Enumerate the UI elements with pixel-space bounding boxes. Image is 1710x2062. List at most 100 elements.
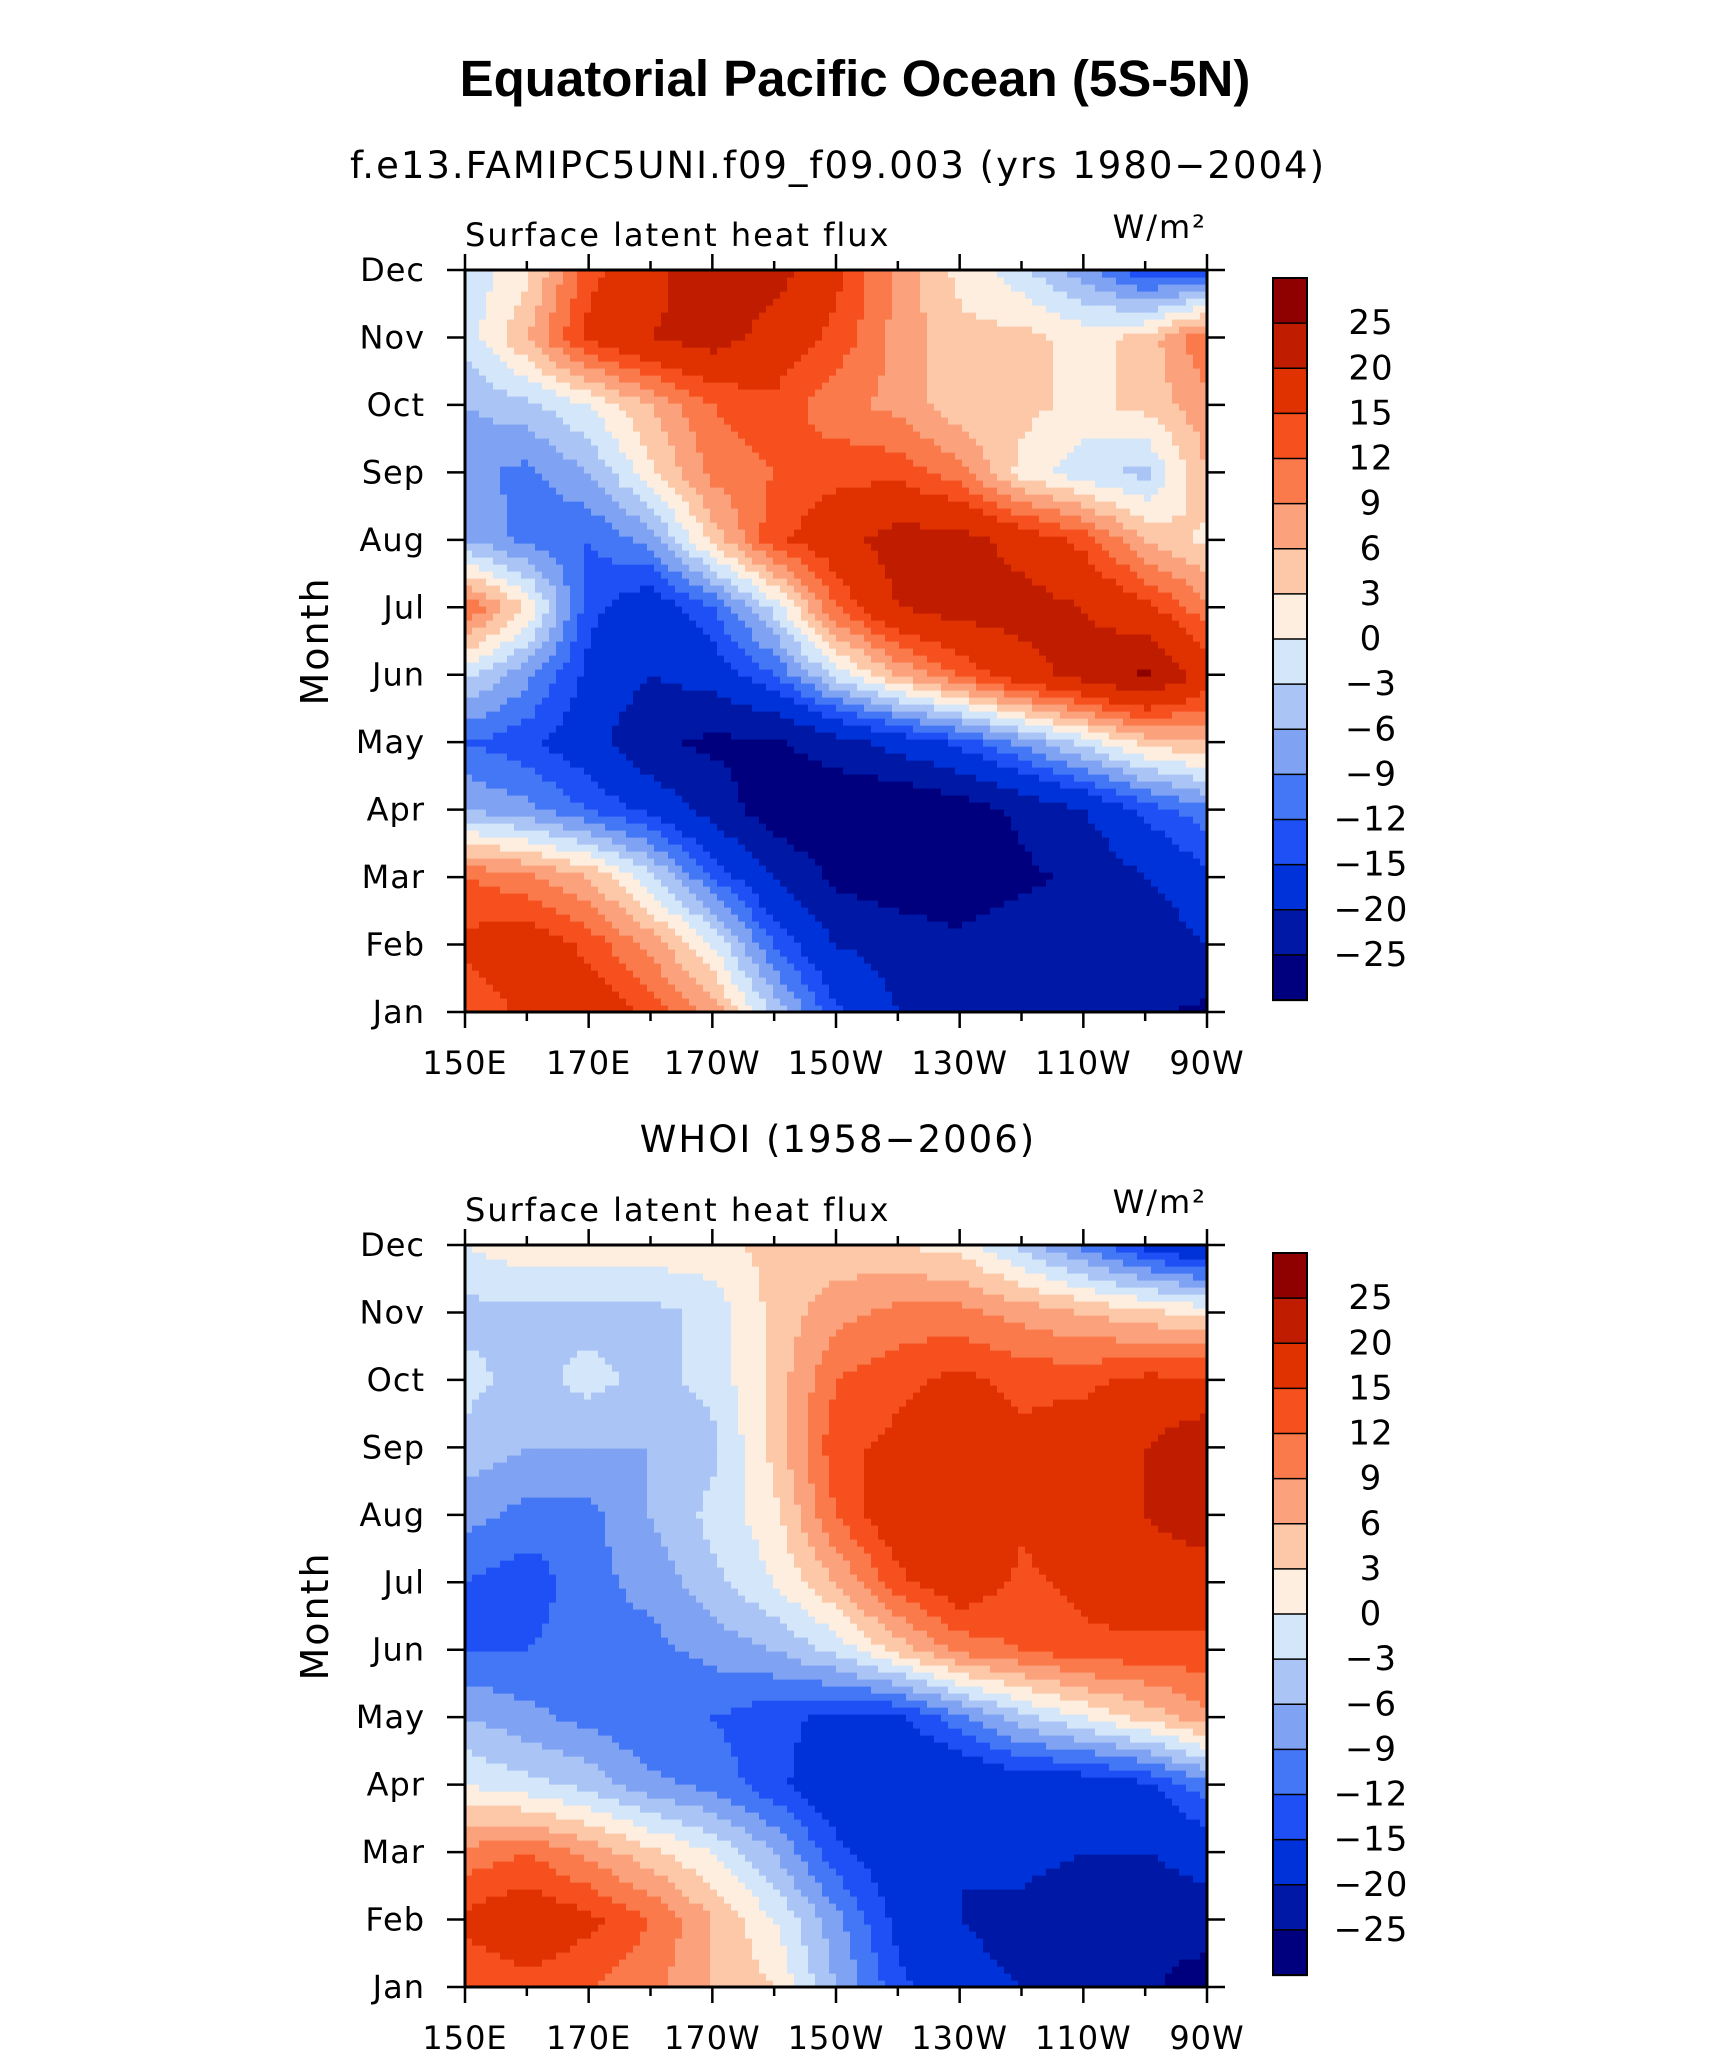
colorbar-label: −3 [1345, 664, 1397, 704]
colorbar-label: −3 [1345, 1639, 1397, 1679]
colorbar-label: −15 [1334, 1820, 1409, 1860]
x-tick-label: 130W [911, 1044, 1008, 1082]
colorbar-swatch [1272, 1838, 1308, 1886]
colorbar-label: 6 [1360, 1504, 1383, 1544]
y-tick-label: Aug [360, 1496, 425, 1534]
x-tick-label: 130W [911, 2019, 1008, 2057]
colorbar-swatch [1272, 457, 1308, 505]
colorbar-label: 15 [1348, 393, 1393, 433]
contour-fill [465, 1245, 1207, 1987]
panel-1-units-label: W/m² [1113, 208, 1207, 246]
colorbar-swatch [1272, 1297, 1308, 1345]
panel-2-title: WHOI (1958−2006) [640, 1118, 1036, 1161]
x-tick-label: 110W [1035, 2019, 1132, 2057]
colorbar-label: 15 [1348, 1368, 1393, 1408]
y-tick-label: Feb [365, 926, 425, 964]
colorbar-label: −15 [1334, 845, 1409, 885]
colorbar-swatch [1272, 1613, 1308, 1661]
colorbar-label: 12 [1348, 439, 1393, 479]
colorbar-swatch [1272, 1342, 1308, 1390]
colorbar-swatch [1272, 1793, 1308, 1841]
y-tick-label: Jul [381, 588, 425, 626]
colorbar-frame [1272, 277, 1308, 1001]
x-tick-label: 150W [788, 2019, 885, 2057]
y-tick-label: Oct [367, 1361, 425, 1399]
colorbar-swatch [1272, 818, 1308, 866]
x-tick-label: 170E [546, 2019, 631, 2057]
colorbar-label: 25 [1348, 1278, 1393, 1318]
panel-1-title: f.e13.FAMIPC5UNI.f09_f09.003 (yrs 1980−2… [350, 144, 1326, 187]
colorbar-swatch [1272, 1387, 1308, 1435]
panel-1-y-axis-title: Month [293, 576, 337, 705]
y-tick-label: Oct [367, 386, 425, 424]
colorbar-label: −20 [1334, 890, 1409, 930]
colorbar-label: −12 [1334, 1775, 1409, 1815]
colorbar-swatch [1272, 548, 1308, 596]
y-tick-label: Nov [360, 318, 425, 356]
x-tick-label: 90W [1169, 1044, 1244, 1082]
y-tick-label: Jun [370, 656, 425, 694]
colorbar-label: −25 [1334, 935, 1409, 975]
panel-2-axes: 150E 170E 170W 150W 130W 110W 90W Jan Feb Mar Apr M… [356, 1226, 1244, 2057]
colorbar-swatch [1272, 638, 1308, 686]
colorbar-swatch [1272, 367, 1308, 415]
x-tick-label: 150E [422, 1044, 507, 1082]
contour-fill [465, 270, 1207, 1012]
panel-2-variable-label: Surface latent heat flux [465, 1191, 890, 1229]
colorbar-swatch [1272, 1748, 1308, 1796]
y-tick-label: Feb [365, 1901, 425, 1939]
y-tick-label: May [356, 723, 425, 761]
panel-2-colorbar: 25 20 15 12 9 6 3 0 −3 −6 −9 −12 −15 −20 −25 [1272, 1252, 1409, 1977]
y-tick-label: Nov [360, 1293, 425, 1331]
x-tick-label: 90W [1169, 2019, 1244, 2057]
x-tick-label: 150W [788, 1044, 885, 1082]
colorbar-swatch [1272, 1929, 1308, 1977]
colorbar-label: 3 [1360, 574, 1383, 614]
panel-2-contour-plot [465, 1245, 1207, 1987]
y-tick-label: Jan [371, 993, 425, 1031]
colorbar-label: 12 [1348, 1414, 1393, 1454]
panel-1-colorbar: 25 20 15 12 9 6 3 0 −3 −6 −9 −12 −15 −20 −25 [1272, 277, 1409, 1002]
panel-2-units-label: W/m² [1113, 1183, 1207, 1221]
colorbar-label: −6 [1345, 1684, 1397, 1724]
colorbar-swatch [1272, 322, 1308, 370]
panel-1-axes: 150E 170E 170W 150W 130W 110W 90W Jan Feb Mar Apr M… [356, 251, 1244, 1082]
colorbar-swatch [1272, 954, 1308, 1002]
colorbar-label: −6 [1345, 709, 1397, 749]
colorbar-label: 20 [1348, 348, 1393, 388]
colorbar-label: −9 [1345, 1729, 1397, 1769]
colorbar-swatch [1272, 1884, 1308, 1932]
y-tick-label: Apr [367, 791, 425, 829]
y-tick-label: Aug [360, 521, 425, 559]
y-tick-label: Dec [360, 251, 425, 289]
colorbar-swatch [1272, 863, 1308, 911]
colorbar-label: 0 [1360, 619, 1383, 659]
colorbar-label: −25 [1334, 1910, 1409, 1950]
panel-1-contour-plot [465, 270, 1207, 1012]
y-tick-label: Mar [362, 858, 425, 896]
colorbar-label: 9 [1360, 1459, 1383, 1499]
x-tick-label: 170E [546, 1044, 631, 1082]
colorbar-swatch [1272, 1523, 1308, 1571]
colorbar-swatch [1272, 593, 1308, 641]
colorbar-label: −9 [1345, 754, 1397, 794]
colorbar-swatch [1272, 1703, 1308, 1751]
colorbar-swatch [1272, 728, 1308, 776]
colorbar-label: 3 [1360, 1549, 1383, 1589]
colorbar-swatch [1272, 412, 1308, 460]
colorbar-swatch [1272, 1432, 1308, 1480]
colorbar-label: 9 [1360, 484, 1383, 524]
y-tick-label: May [356, 1698, 425, 1736]
y-tick-label: Dec [360, 1226, 425, 1264]
colorbar-label: 25 [1348, 303, 1393, 343]
x-tick-label: 110W [1035, 1044, 1132, 1082]
colorbar-label: −20 [1334, 1865, 1409, 1905]
panel-2-y-axis-title: Month [293, 1551, 337, 1680]
y-tick-label: Sep [362, 1428, 425, 1466]
colorbar-swatch [1272, 909, 1308, 957]
x-tick-label: 170W [664, 1044, 761, 1082]
figure-title: Equatorial Pacific Ocean (5S-5N) [460, 50, 1251, 107]
y-tick-label: Jun [370, 1631, 425, 1669]
colorbar-swatch [1272, 1252, 1308, 1300]
